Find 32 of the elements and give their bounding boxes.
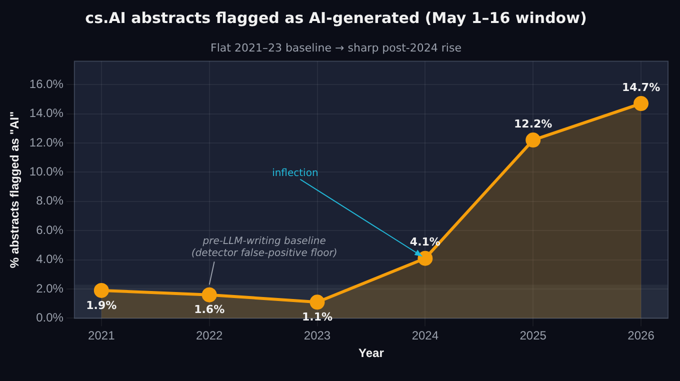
y-tick-label: 4.0% xyxy=(36,252,64,266)
point xyxy=(94,282,109,298)
data-label: 1.9% xyxy=(86,298,117,312)
y-tick-label: 8.0% xyxy=(36,194,64,208)
data-label: 14.7% xyxy=(622,80,660,94)
annotation: pre-LLM-writing baseline (detector false-positive floor) xyxy=(191,236,338,260)
point xyxy=(526,132,541,148)
point xyxy=(634,96,649,112)
data-label: 1.1% xyxy=(302,310,333,324)
y-tick-label: 16.0% xyxy=(29,76,64,91)
y-tick-label: 14.0% xyxy=(29,106,64,120)
y-axis-title: % abstracts flagged as "AI" xyxy=(8,111,22,268)
y-tick-label: 6.0% xyxy=(36,222,64,237)
x-axis-title: Year xyxy=(358,346,384,360)
x-tick-label: 2022 xyxy=(196,328,223,343)
x-tick-label: 2024 xyxy=(412,328,439,343)
point xyxy=(202,287,217,302)
point xyxy=(310,294,325,310)
x-tick-label: 2025 xyxy=(520,328,547,343)
data-label: 1.6% xyxy=(194,303,225,316)
y-tick-label: 10.0% xyxy=(29,164,64,178)
annotation: inflection xyxy=(272,168,318,179)
y-tick-label: 12.0% xyxy=(29,135,64,150)
x-tick-label: 2021 xyxy=(88,328,116,343)
data-label: 12.2% xyxy=(514,117,552,130)
x-tick-label: 2026 xyxy=(628,328,655,343)
y-tick-label: 2.0% xyxy=(36,281,64,296)
y-tick-label: 0.0% xyxy=(36,310,64,325)
x-tick-label: 2023 xyxy=(304,328,331,343)
chart-subtitle: Flat 2021–23 baseline → sharp post-2024 rise xyxy=(210,41,462,54)
chart-title: cs.AI abstracts flagged as AI-generated (May 1–16 window) xyxy=(85,8,587,27)
point xyxy=(418,250,433,266)
